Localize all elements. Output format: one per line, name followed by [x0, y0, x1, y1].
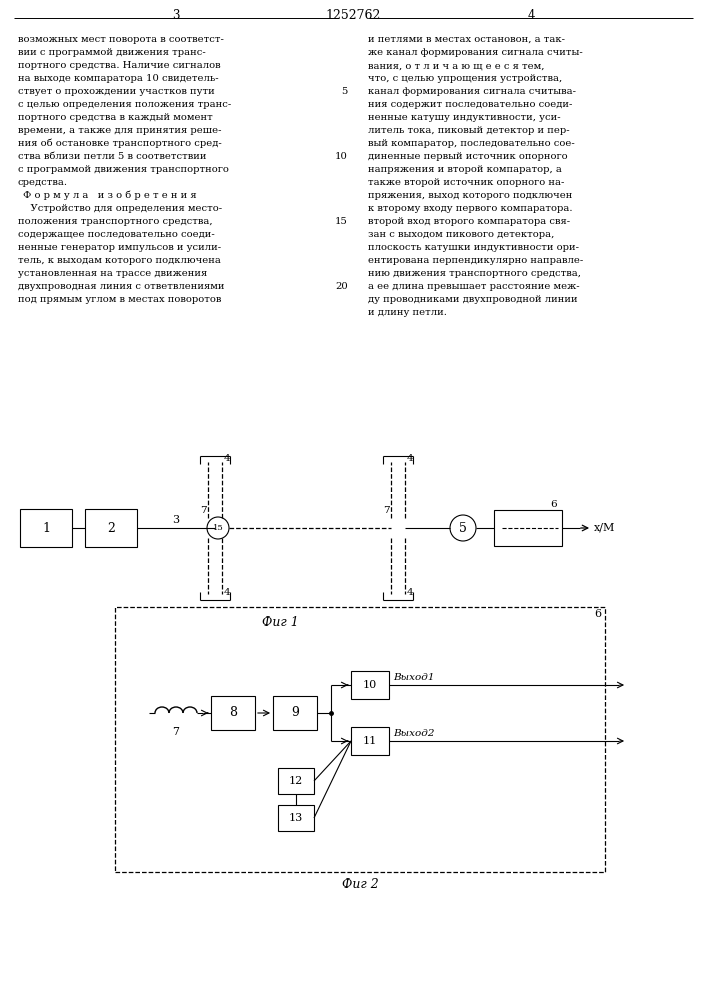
Text: с программой движения транспортного: с программой движения транспортного	[18, 165, 229, 174]
Text: 8: 8	[229, 706, 237, 720]
Bar	[115, 607, 605, 872]
Text: напряжения и второй компаратор, а: напряжения и второй компаратор, а	[368, 165, 562, 174]
Text: 1252762: 1252762	[325, 9, 380, 22]
Text: ду проводниками двухпроводной линии: ду проводниками двухпроводной линии	[368, 295, 578, 304]
Text: пряжения, выход которого подключен: пряжения, выход которого подключен	[368, 191, 573, 200]
Text: и длину петли.: и длину петли.	[368, 308, 447, 317]
Text: 15: 15	[335, 217, 348, 226]
Text: под прямым углом в местах поворотов: под прямым углом в местах поворотов	[18, 295, 221, 304]
Text: портного средства. Наличие сигналов: портного средства. Наличие сигналов	[18, 61, 221, 70]
Bar	[211, 696, 255, 730]
Text: 2: 2	[107, 522, 115, 534]
Text: 4: 4	[224, 454, 230, 463]
Text: зан с выходом пикового детектора,: зан с выходом пикового детектора,	[368, 230, 554, 239]
Text: портного средства в каждый момент: портного средства в каждый момент	[18, 113, 213, 122]
Text: Устройство для определения место-: Устройство для определения место-	[18, 204, 222, 213]
Text: 15: 15	[213, 524, 223, 532]
Text: 7: 7	[173, 727, 180, 737]
Text: x/M: x/M	[594, 522, 615, 532]
Text: 4: 4	[224, 588, 230, 597]
Bar	[351, 671, 389, 699]
Text: 10: 10	[363, 680, 377, 690]
Text: 11: 11	[363, 736, 377, 746]
Text: двухпроводная линия с ответвлениями: двухпроводная линия с ответвлениями	[18, 282, 225, 291]
Text: возможных мест поворота в соответст-: возможных мест поворота в соответст-	[18, 35, 224, 44]
Text: ства вблизи петли 5 в соответствии: ства вблизи петли 5 в соответствии	[18, 152, 206, 161]
Text: и петлями в местах остановон, а так-: и петлями в местах остановон, а так-	[368, 35, 565, 44]
Text: 7: 7	[200, 506, 207, 515]
Text: а ее длина превышает расстояние меж-: а ее длина превышает расстояние меж-	[368, 282, 580, 291]
Text: диненные первый источник опорного: диненные первый источник опорного	[368, 152, 568, 161]
Text: установленная на трассе движения: установленная на трассе движения	[18, 269, 207, 278]
Bar	[351, 727, 389, 755]
Text: содержащее последовательно соеди-: содержащее последовательно соеди-	[18, 230, 215, 239]
Text: также второй источник опорного на-: также второй источник опорного на-	[368, 178, 564, 187]
Text: вания, о т л и ч а ю щ е е с я тем,: вания, о т л и ч а ю щ е е с я тем,	[368, 61, 544, 70]
Text: времени, а также для принятия реше-: времени, а также для принятия реше-	[18, 126, 221, 135]
Text: к второму входу первого компаратора.: к второму входу первого компаратора.	[368, 204, 573, 213]
Text: с целью определения положения транс-: с целью определения положения транс-	[18, 100, 231, 109]
Text: Выход2: Выход2	[393, 729, 435, 738]
Text: 20: 20	[335, 282, 348, 291]
Text: 12: 12	[289, 776, 303, 786]
Text: тель, к выходам которого подключена: тель, к выходам которого подключена	[18, 256, 221, 265]
Text: канал формирования сигнала считыва-: канал формирования сигнала считыва-	[368, 87, 576, 96]
Text: 3: 3	[173, 9, 180, 22]
Text: нию движения транспортного средства,: нию движения транспортного средства,	[368, 269, 581, 278]
Text: второй вход второго компаратора свя-: второй вход второго компаратора свя-	[368, 217, 570, 226]
Text: ненные катушу индуктивности, уси-: ненные катушу индуктивности, уси-	[368, 113, 561, 122]
Text: 5: 5	[459, 522, 467, 534]
Text: 4: 4	[407, 588, 414, 597]
Text: 5: 5	[341, 87, 348, 96]
Text: положения транспортного средства,: положения транспортного средства,	[18, 217, 213, 226]
Bar	[278, 768, 314, 794]
Text: 4: 4	[527, 9, 534, 22]
Text: 10: 10	[335, 152, 348, 161]
Text: что, с целью упрощения устройства,: что, с целью упрощения устройства,	[368, 74, 562, 83]
Text: 3: 3	[173, 515, 180, 525]
Text: 6: 6	[594, 609, 601, 619]
Text: ния об остановке транспортного сред-: ния об остановке транспортного сред-	[18, 139, 222, 148]
Text: 6: 6	[550, 500, 556, 509]
Text: Ф о р м у л а   и з о б р е т е н и я: Ф о р м у л а и з о б р е т е н и я	[23, 191, 197, 200]
Text: плоскость катушки индуктивности ори-: плоскость катушки индуктивности ори-	[368, 243, 579, 252]
Text: вый компаратор, последовательно сое-: вый компаратор, последовательно сое-	[368, 139, 575, 148]
Text: ненные генератор импульсов и усили-: ненные генератор импульсов и усили-	[18, 243, 221, 252]
Text: литель тока, пиковый детектор и пер-: литель тока, пиковый детектор и пер-	[368, 126, 570, 135]
Text: ния содержит последовательно соеди-: ния содержит последовательно соеди-	[368, 100, 573, 109]
Text: 7: 7	[383, 506, 390, 515]
Text: же канал формирования сигнала считы-: же канал формирования сигнала считы-	[368, 48, 583, 57]
Text: на выходе компаратора 10 свидетель-: на выходе компаратора 10 свидетель-	[18, 74, 218, 83]
Bar	[273, 696, 317, 730]
Text: 9: 9	[291, 706, 299, 720]
Text: Фиг 2: Фиг 2	[341, 878, 378, 891]
Text: ентирована перпендикулярно направле-: ентирована перпендикулярно направле-	[368, 256, 583, 265]
Text: Выход1: Выход1	[393, 673, 435, 682]
Bar	[494, 510, 562, 546]
Text: ствует о прохождении участков пути: ствует о прохождении участков пути	[18, 87, 215, 96]
Bar	[85, 509, 137, 547]
Bar	[278, 805, 314, 831]
Text: средства.: средства.	[18, 178, 68, 187]
Bar	[20, 509, 72, 547]
Text: вии с программой движения транс-: вии с программой движения транс-	[18, 48, 206, 57]
Text: 4: 4	[407, 454, 414, 463]
Text: 13: 13	[289, 813, 303, 823]
Text: 1: 1	[42, 522, 50, 534]
Text: Фиг 1: Фиг 1	[262, 616, 298, 629]
